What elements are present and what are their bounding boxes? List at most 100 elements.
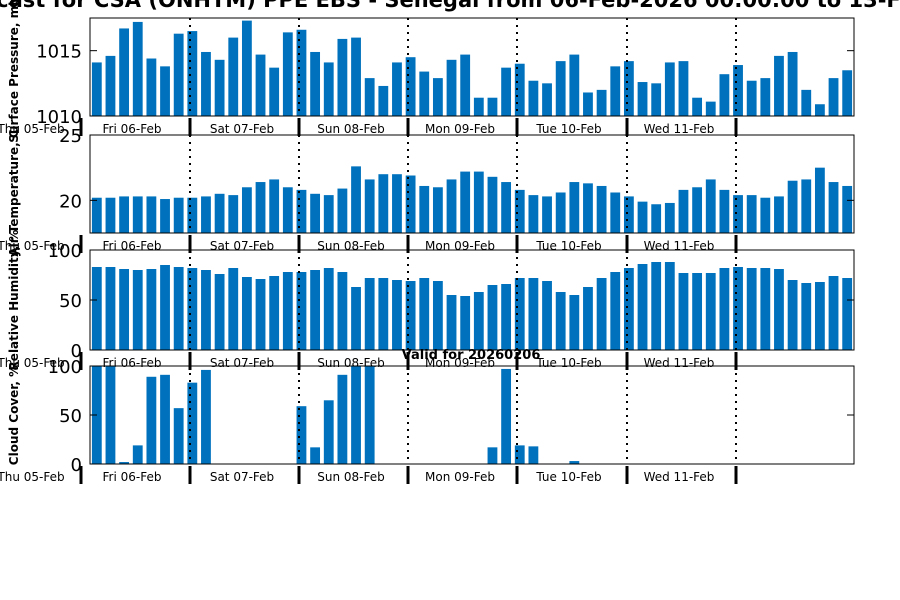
bar-humidity-8: [201, 270, 211, 350]
bar-cloud-17: [323, 400, 334, 464]
bar-temperature-40: [637, 201, 648, 233]
bar-pressure-27: [460, 54, 471, 116]
bar-temperature-8: [201, 196, 211, 233]
bar-humidity-26: [446, 295, 457, 350]
start-date-label-humidity: Thu 05-Feb: [0, 356, 65, 370]
bar-temperature-4: [146, 196, 157, 233]
bar-humidity-16: [310, 270, 321, 350]
bar-humidity-43: [678, 273, 689, 350]
start-date-label-temperature: Thu 05-Feb: [0, 239, 65, 253]
bar-temperature-25: [432, 187, 443, 233]
bar-humidity-9: [214, 274, 225, 350]
bar-temperature-37: [596, 185, 607, 233]
bar-temperature-15: [296, 189, 307, 233]
bar-pressure-42: [664, 62, 675, 116]
bar-cloud-7: [187, 382, 198, 464]
bar-humidity-48: [746, 268, 757, 350]
bar-humidity-2: [119, 269, 130, 350]
bar-cloud-16: [310, 447, 321, 464]
ytick-label-pressure-0: 1010: [36, 107, 82, 128]
bar-temperature-10: [228, 195, 239, 233]
bar-humidity-37: [596, 278, 607, 350]
day-label-temperature-2: Sun 08-Feb: [317, 239, 385, 253]
bar-temperature-14: [282, 187, 293, 233]
bar-temperature-3: [132, 196, 143, 233]
bar-humidity-42: [664, 262, 675, 350]
bar-pressure-24: [419, 71, 430, 116]
bar-cloud-29: [487, 447, 498, 464]
bar-temperature-54: [828, 182, 839, 233]
bar-humidity-24: [419, 278, 430, 350]
bar-humidity-19: [351, 287, 361, 350]
bar-pressure-21: [378, 85, 389, 116]
bar-humidity-1: [105, 267, 116, 350]
bar-pressure-13: [269, 67, 280, 116]
bar-pressure-1: [105, 55, 116, 116]
day-label-temperature-3: Mon 09-Feb: [425, 239, 495, 253]
bar-temperature-7: [187, 197, 198, 233]
ytick-label-cloud-2: 100: [48, 357, 82, 378]
bar-cloud-15: [296, 406, 307, 464]
bar-temperature-31: [514, 189, 525, 233]
bar-cloud-8: [201, 369, 211, 464]
day-label-pressure-0: Fri 06-Feb: [103, 122, 162, 136]
bar-pressure-31: [514, 63, 525, 116]
bar-temperature-50: [774, 196, 784, 233]
bar-pressure-39: [623, 61, 634, 116]
bar-pressure-26: [446, 59, 457, 116]
bar-temperature-16: [310, 193, 321, 233]
bar-humidity-38: [610, 272, 621, 350]
bar-humidity-32: [528, 278, 539, 350]
bar-pressure-2: [119, 28, 130, 117]
bar-temperature-18: [337, 188, 348, 233]
bar-cloud-18: [337, 374, 348, 464]
bar-humidity-21: [378, 278, 389, 350]
bar-temperature-46: [719, 189, 730, 233]
start-date-label-cloud: Thu 05-Feb: [0, 470, 65, 484]
bar-cloud-20: [364, 366, 375, 464]
chart-title: Forecast for CSA (ONHTM) PPE EBS - Seneg…: [0, 0, 900, 12]
bar-temperature-36: [583, 183, 593, 233]
bar-cloud-2: [119, 462, 130, 464]
ylabel-temperature: Air Temperature, C: [7, 129, 21, 257]
bar-humidity-31: [514, 278, 525, 350]
bar-humidity-30: [501, 284, 512, 350]
bar-cloud-35: [569, 461, 580, 464]
bar-temperature-41: [651, 204, 662, 233]
bar-humidity-44: [692, 273, 703, 350]
bar-pressure-52: [801, 89, 812, 116]
day-label-humidity-4: Tue 10-Feb: [535, 356, 601, 370]
bar-temperature-21: [378, 174, 389, 233]
bar-humidity-7: [187, 268, 198, 350]
bar-cloud-1: [105, 366, 116, 464]
bar-humidity-20: [364, 278, 375, 350]
bar-temperature-19: [351, 166, 361, 233]
bar-pressure-38: [610, 66, 621, 116]
bar-cloud-4: [146, 376, 157, 464]
bar-humidity-28: [473, 292, 484, 350]
bar-pressure-0: [91, 62, 102, 116]
bar-temperature-13: [269, 179, 280, 233]
bar-pressure-16: [310, 51, 321, 116]
bar-pressure-40: [637, 82, 648, 116]
day-label-pressure-3: Mon 09-Feb: [425, 122, 495, 136]
day-label-temperature-0: Fri 06-Feb: [103, 239, 162, 253]
bar-temperature-47: [733, 195, 743, 233]
day-label-cloud-2: Sun 08-Feb: [317, 470, 385, 484]
bar-pressure-33: [542, 83, 552, 116]
day-label-humidity-5: Wed 11-Feb: [644, 356, 715, 370]
ylabel-humidity: Relative Humidity, %: [7, 230, 21, 371]
day-label-pressure-4: Tue 10-Feb: [535, 122, 601, 136]
bar-temperature-49: [760, 197, 771, 233]
bar-pressure-53: [814, 104, 825, 116]
bar-temperature-20: [364, 179, 375, 233]
axes-box-temperature: [89, 134, 855, 234]
bar-temperature-5: [160, 199, 170, 233]
bar-humidity-0: [91, 267, 102, 350]
bar-pressure-19: [351, 37, 361, 116]
bar-cloud-5: [160, 374, 170, 464]
start-date-label-pressure: Thu 05-Feb: [0, 122, 65, 136]
bar-temperature-42: [664, 202, 675, 233]
